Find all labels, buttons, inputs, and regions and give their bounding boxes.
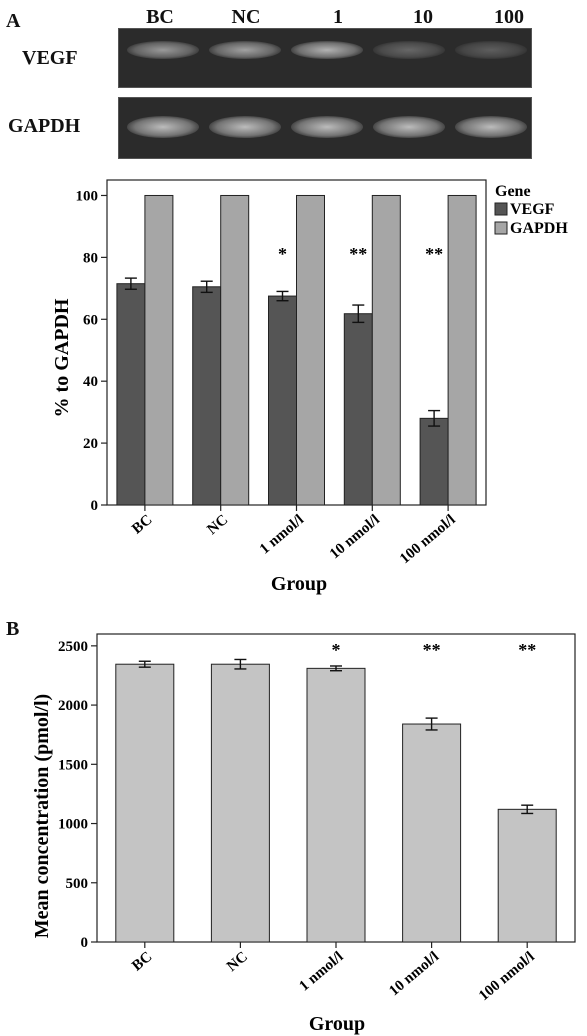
gel-band <box>127 41 199 59</box>
x-tick-label: 10 nmol/l <box>327 512 383 563</box>
y-tick-label: 60 <box>83 312 98 328</box>
x-tick-label: BC <box>129 949 155 975</box>
gel-band <box>455 41 527 59</box>
gel-row-vegf <box>118 28 532 88</box>
x-tick-label: BC <box>129 512 155 538</box>
x-tick-label: NC <box>224 949 251 975</box>
chart-b: Mean concentration (pmol/l) Group 0 500 10… <box>31 633 576 1035</box>
x-axis-label: Group <box>309 1013 365 1035</box>
bar <box>306 667 366 943</box>
gel-band <box>455 116 527 138</box>
gel-lane-label: BC <box>146 6 174 28</box>
y-tick-label: 0 <box>91 498 99 514</box>
gel-lane-label: 10 <box>413 6 433 28</box>
chart-a: % to GAPDH Group Gene VEGF GAPDH 0 20 40 60… <box>51 179 568 595</box>
y-tick-label: 2500 <box>58 639 88 655</box>
gel-band <box>291 41 363 59</box>
y-axis-label: Mean concentration (pmol/l) <box>31 694 53 938</box>
gel-row-label: GAPDH <box>8 115 81 137</box>
bar <box>296 194 325 506</box>
gel-band <box>291 116 363 138</box>
y-tick-label: 1000 <box>58 817 88 833</box>
bar <box>343 313 373 506</box>
bar <box>115 663 175 943</box>
significance-marker: ** <box>518 640 536 660</box>
gel-lane-label: NC <box>231 6 261 28</box>
significance-marker: * <box>278 244 287 264</box>
y-tick-label: 2000 <box>58 698 88 714</box>
y-tick-label: 100 <box>76 188 99 204</box>
gel-lane-label: 100 <box>494 6 524 28</box>
bar <box>220 194 250 506</box>
bar <box>419 417 449 506</box>
x-tick-label: 10 nmol/l <box>386 949 442 1000</box>
legend-label-vegf: VEGF <box>510 201 555 218</box>
x-axis-label: Group <box>271 573 327 595</box>
y-tick-label: 80 <box>83 250 98 266</box>
legend-title: Gene <box>495 183 531 200</box>
bar <box>116 283 146 506</box>
significance-marker: ** <box>425 244 443 264</box>
y-tick-label: 500 <box>66 876 89 892</box>
gel-band <box>209 116 281 138</box>
bar <box>497 808 557 943</box>
significance-marker: ** <box>349 244 367 264</box>
y-axis-label: % to GAPDH <box>51 298 73 417</box>
legend-label-gapdh: GAPDH <box>510 220 568 237</box>
bar <box>371 194 401 506</box>
y-tick-label: 40 <box>83 374 98 390</box>
bar <box>268 295 297 506</box>
gel-lane-label: 1 <box>333 6 343 28</box>
y-tick-label: 1500 <box>58 757 88 773</box>
panel-b-letter: B <box>6 618 20 640</box>
y-tick-label: 20 <box>83 436 98 452</box>
x-tick-label: NC <box>204 512 231 538</box>
x-tick-label: 1 nmol/l <box>257 512 307 558</box>
bar <box>192 286 222 506</box>
gel-band <box>209 41 281 59</box>
bar <box>447 194 477 506</box>
panel-a-letter: A <box>6 10 21 32</box>
gel-band <box>373 41 445 59</box>
legend-swatch-gapdh <box>494 221 508 235</box>
x-tick-label: 1 nmol/l <box>296 949 346 995</box>
bar <box>402 723 462 943</box>
significance-marker: * <box>332 640 341 660</box>
gel-band <box>373 116 445 138</box>
bar <box>210 663 270 943</box>
x-tick-label: 100 nmol/l <box>397 512 459 567</box>
gel-row-label: VEGF <box>22 47 78 69</box>
bar <box>144 194 174 506</box>
legend-swatch-vegf <box>494 202 508 216</box>
significance-marker: ** <box>423 640 441 660</box>
x-tick-label: 100 nmol/l <box>476 949 538 1004</box>
gel-band <box>127 116 199 138</box>
y-tick-label: 0 <box>81 935 89 951</box>
gel-row-gapdh <box>118 97 532 159</box>
